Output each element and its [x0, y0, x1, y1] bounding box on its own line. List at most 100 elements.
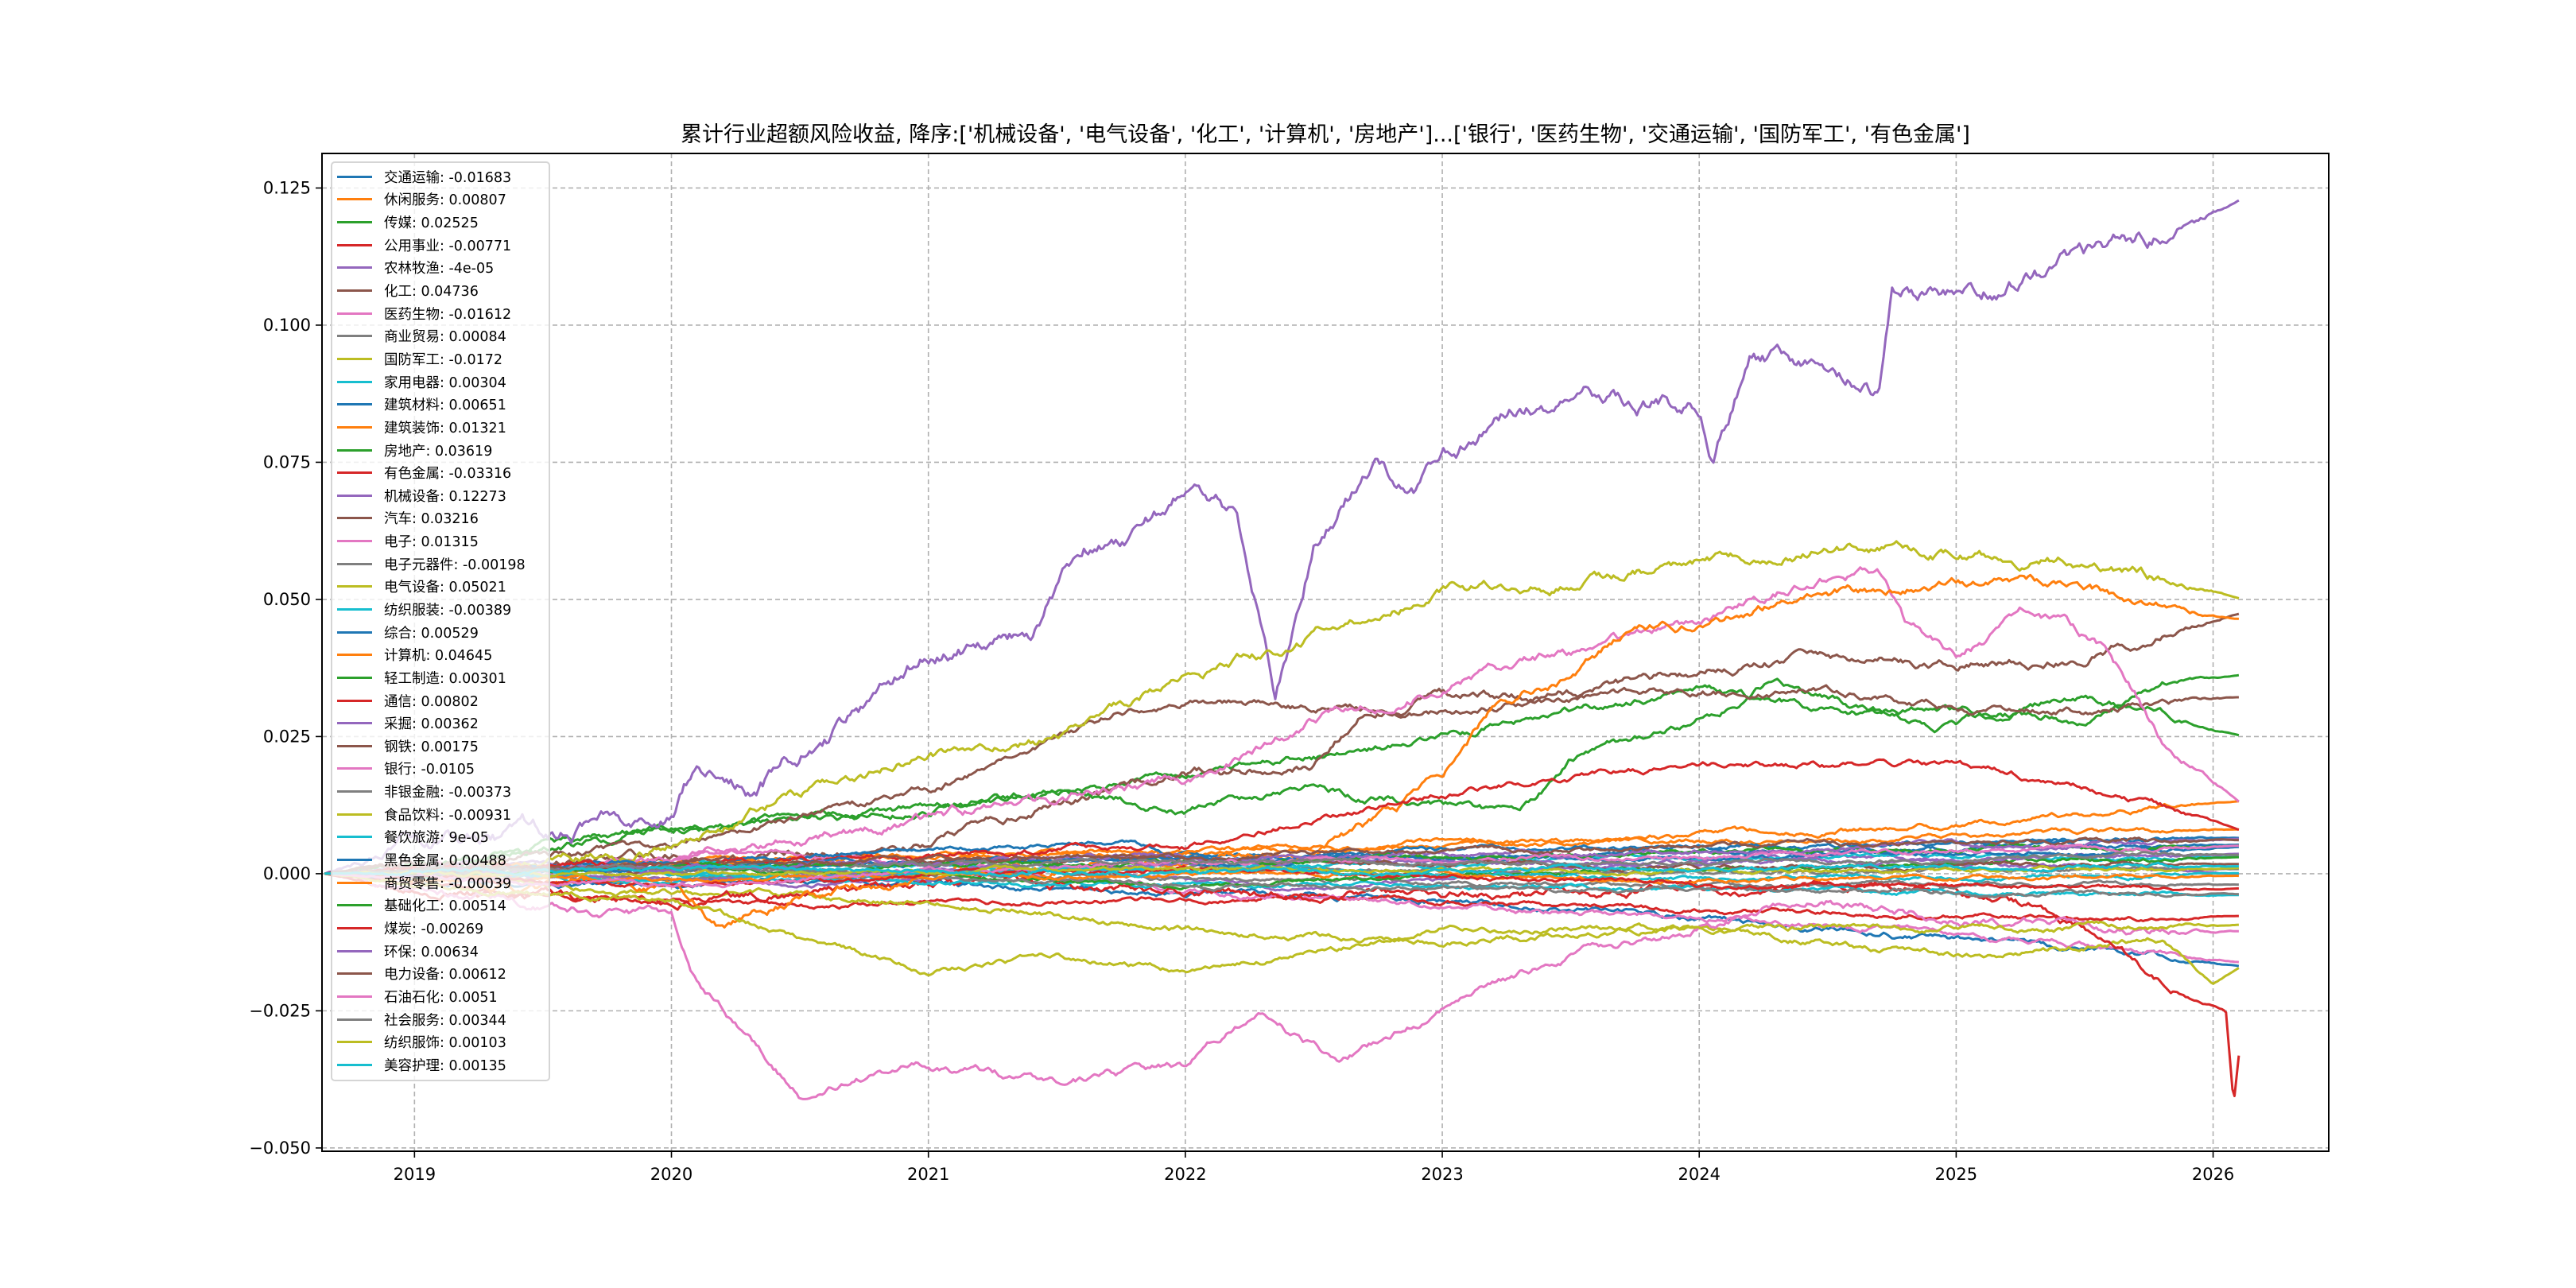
y-tick-label: −0.050 — [249, 1139, 311, 1158]
series-line-35 — [324, 837, 2240, 879]
x-tick-label: 2026 — [2192, 1165, 2234, 1184]
y-tick-label: 0.100 — [263, 316, 311, 335]
series-line-16 — [324, 684, 2239, 875]
legend-item: 环保: 0.00634 — [332, 940, 549, 963]
series-line-24 — [324, 758, 2240, 875]
legend-label: 电力设备: 0.00612 — [384, 967, 506, 983]
legend-label: 纺织服饰: 0.00103 — [384, 1035, 506, 1052]
legend-item: 纺织服装: -0.00389 — [332, 598, 549, 621]
legend-label: 电子: 0.01315 — [384, 534, 479, 551]
legend-label: 钢铁: 0.00175 — [384, 739, 479, 755]
legend-swatch — [337, 1018, 372, 1021]
legend-item: 计算机: 0.04645 — [332, 643, 549, 666]
legend-item: 非银金融: -0.00373 — [332, 780, 549, 803]
legend-swatch — [337, 630, 372, 634]
grid-lines — [322, 153, 2329, 1151]
legend-item: 基础化工: 0.00514 — [332, 894, 549, 918]
x-tick-label: 2024 — [1678, 1165, 1720, 1184]
legend-swatch — [337, 836, 372, 839]
legend-swatch — [337, 813, 372, 816]
legend-item: 商贸零售: -0.00039 — [332, 871, 549, 894]
legend-item: 家用电器: 0.00304 — [332, 370, 549, 394]
legend-item: 银行: -0.0105 — [332, 758, 549, 781]
y-tick-label: 0.125 — [263, 178, 311, 197]
x-tick-label: 2023 — [1421, 1165, 1463, 1184]
series-line-3 — [324, 684, 2240, 875]
legend-label: 社会服务: 0.00344 — [384, 1012, 506, 1029]
legend-swatch — [337, 904, 372, 907]
legend-item: 电力设备: 0.00612 — [332, 962, 549, 985]
legend-label: 采掘: 0.00362 — [384, 716, 479, 733]
series-line-5 — [324, 852, 2239, 892]
series-line-15 — [324, 199, 2240, 875]
legend-swatch — [337, 585, 372, 588]
legend-item: 社会服务: 0.00344 — [332, 1008, 549, 1031]
legend-swatch — [337, 562, 372, 565]
legend-item: 黑色金属: 0.00488 — [332, 848, 549, 871]
y-tick-label: 0.000 — [263, 864, 311, 883]
legend-swatch — [337, 175, 372, 178]
legend-item: 汽车: 0.03216 — [332, 507, 549, 530]
x-tick-label: 2019 — [394, 1165, 436, 1184]
series-line-17 — [324, 566, 2240, 879]
legend-swatch — [337, 425, 372, 429]
legend-swatch — [337, 859, 372, 862]
legend-label: 美容护理: 0.00135 — [384, 1057, 506, 1074]
legend-swatch — [337, 607, 372, 611]
legend-label: 餐饮旅游: 9e-05 — [384, 830, 489, 847]
legend-item: 有色金属: -0.03316 — [332, 461, 549, 484]
legend-label: 传媒: 0.02525 — [384, 215, 479, 232]
legend-label: 电气设备: 0.05021 — [384, 580, 506, 596]
legend-label: 建筑材料: 0.00651 — [384, 398, 506, 414]
legend-label: 电子元器件: -0.00198 — [384, 557, 526, 573]
legend-item: 机械设备: 0.12273 — [332, 484, 549, 507]
legend-swatch — [337, 335, 372, 338]
legend-item: 美容护理: 0.00135 — [332, 1053, 549, 1077]
legend-swatch — [337, 380, 372, 383]
x-tick-label: 2021 — [907, 1165, 949, 1184]
legend-label: 机械设备: 0.12273 — [384, 488, 506, 505]
legend-item: 传媒: 0.02525 — [332, 211, 549, 234]
legend-swatch — [337, 357, 372, 360]
x-tick-label: 2025 — [1935, 1165, 1977, 1184]
legend-item: 国防军工: -0.0172 — [332, 347, 549, 370]
legend-label: 农林牧渔: -4e-05 — [384, 261, 495, 277]
legend-item: 房地产: 0.03619 — [332, 439, 549, 462]
legend-swatch — [337, 312, 372, 315]
legend-label: 休闲服务: 0.00807 — [384, 192, 506, 209]
series-line-36 — [324, 836, 2239, 875]
legend-label: 商贸零售: -0.00039 — [384, 875, 512, 892]
legend-label: 建筑装饰: 0.01321 — [384, 420, 506, 436]
series-line-29 — [324, 872, 2240, 977]
legend-item: 纺织服饰: 0.00103 — [332, 1030, 549, 1053]
legend-label: 化工: 0.04736 — [384, 284, 479, 301]
legend-swatch — [337, 722, 372, 725]
legend-label: 通信: 0.00802 — [384, 693, 479, 710]
legend-item: 煤炭: -0.00269 — [332, 917, 549, 940]
series-line-9 — [324, 869, 2240, 985]
legend-swatch — [337, 448, 372, 452]
legend-swatch — [337, 494, 372, 497]
legend-swatch — [337, 1041, 372, 1044]
legend-label: 轻工制造: 0.00301 — [384, 670, 506, 687]
legend-label: 汽车: 0.03216 — [384, 511, 479, 528]
legend-label: 环保: 0.00634 — [384, 944, 479, 960]
legend-label: 黑色金属: 0.00488 — [384, 853, 506, 870]
legend-swatch — [337, 1063, 372, 1066]
legend-item: 医药生物: -0.01612 — [332, 302, 549, 325]
series-line-19 — [324, 540, 2240, 881]
plot-frame — [321, 153, 2330, 1152]
legend-label: 石油石化: 0.0051 — [384, 989, 498, 1006]
legend-label: 银行: -0.0105 — [384, 762, 475, 778]
legend-label: 基础化工: 0.00514 — [384, 898, 506, 915]
legend-swatch — [337, 790, 372, 793]
legend-swatch — [337, 221, 372, 224]
legend-item: 餐饮旅游: 9e-05 — [332, 826, 549, 849]
legend-label: 房地产: 0.03619 — [384, 443, 493, 460]
legend-label: 公用事业: -0.00771 — [384, 238, 512, 254]
series-lines — [324, 199, 2240, 1100]
legend-label: 国防军工: -0.0172 — [384, 351, 503, 368]
series-line-27 — [324, 872, 2239, 1100]
legend-label: 计算机: 0.04645 — [384, 648, 493, 665]
legend-swatch — [337, 654, 372, 657]
